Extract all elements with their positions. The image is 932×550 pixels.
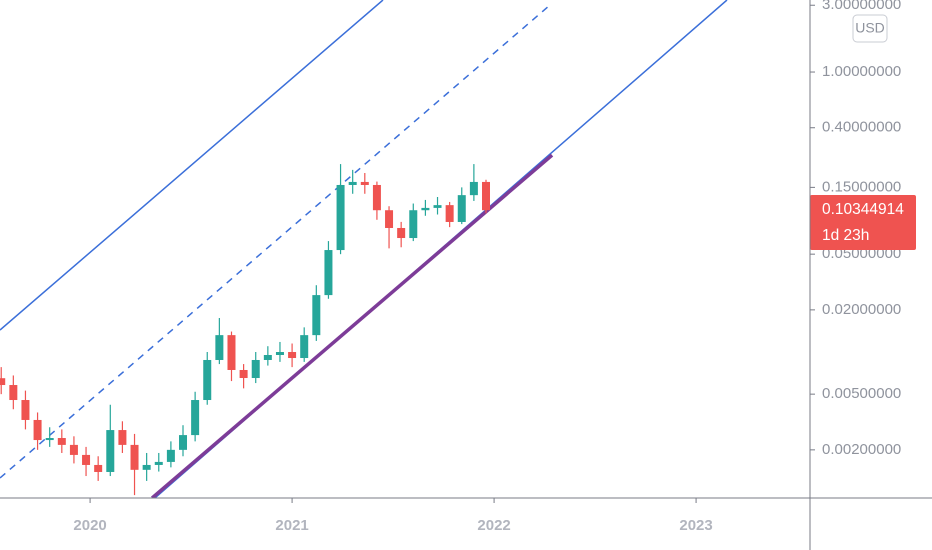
candle-body <box>227 335 236 370</box>
candle-body <box>409 210 418 239</box>
candle-body <box>263 354 272 360</box>
candle-body <box>324 250 333 296</box>
y-tick-label: 0.40000000 <box>822 119 901 136</box>
candle-body <box>421 207 430 211</box>
y-tick-label: 3.00000000 <box>822 0 901 13</box>
candle-body <box>288 352 297 359</box>
y-tick-label: 0.00200000 <box>822 441 901 458</box>
candle-body <box>45 438 54 441</box>
candle-body <box>300 335 309 359</box>
candle-body <box>106 430 115 472</box>
trend-line <box>0 0 384 331</box>
candle-body <box>397 227 406 239</box>
y-tick-label: 0.00500000 <box>822 385 901 402</box>
candle-body <box>445 205 454 222</box>
currency-box[interactable] <box>852 14 888 43</box>
last-price-label: 0.10344914 <box>822 201 904 218</box>
candle-body <box>469 181 478 196</box>
candle-body <box>179 435 188 450</box>
candle-body <box>118 430 127 445</box>
x-tick-label: 2022 <box>477 517 510 534</box>
trend-line <box>0 4 551 479</box>
candle-body <box>82 454 91 465</box>
candle-body <box>275 352 284 355</box>
candle-body <box>191 400 200 436</box>
candle-body <box>372 184 381 211</box>
trend-line <box>150 153 554 498</box>
candle-body <box>336 184 345 251</box>
candle-body <box>94 464 103 472</box>
countdown-label: 1d 23h <box>822 227 869 244</box>
candle-body <box>360 181 369 185</box>
candle-body <box>482 181 490 211</box>
candle-body <box>385 210 394 228</box>
candle-body <box>9 385 18 401</box>
candle-body <box>142 464 151 470</box>
y-tick-label: 0.15000000 <box>822 178 901 195</box>
plot-area <box>0 0 728 498</box>
y-tick-label: 1.00000000 <box>822 63 901 80</box>
y-tick-label: 0.02000000 <box>822 301 901 318</box>
candle-body <box>130 444 139 470</box>
candle-body <box>457 195 466 222</box>
candle-body <box>154 461 163 465</box>
candle-body <box>166 449 175 462</box>
candle-body <box>203 359 212 401</box>
currency-label: USD <box>855 20 885 36</box>
candle-body <box>33 419 42 441</box>
last-price-box <box>810 194 916 250</box>
candle-body <box>21 400 30 420</box>
axes: 3.00000000 1.00000000 0.40000000 0.15000000… <box>73 0 916 534</box>
candle-body <box>312 295 321 336</box>
x-tick-label: 2023 <box>679 517 712 534</box>
candle-body <box>57 438 66 445</box>
candle-body <box>251 359 260 379</box>
x-tick-label: 2020 <box>73 517 106 534</box>
candle-body <box>239 369 248 379</box>
candle-body <box>0 378 6 386</box>
candle-body <box>348 181 357 185</box>
candle-body <box>215 335 224 360</box>
x-tick-label: 2021 <box>275 517 308 534</box>
candle-body <box>433 205 442 208</box>
candle-body <box>69 444 78 455</box>
